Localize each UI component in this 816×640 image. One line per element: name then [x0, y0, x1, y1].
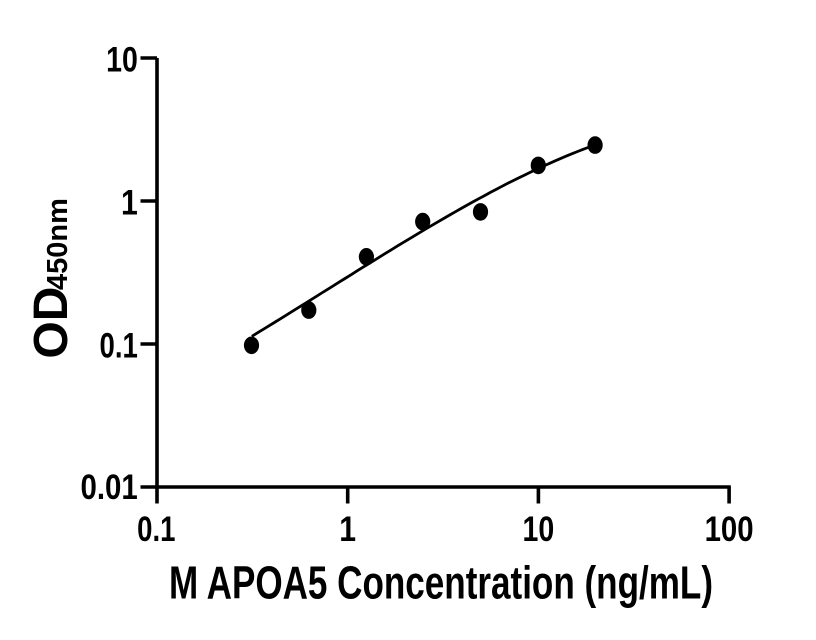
svg-text:M APOA5 Concentration (ng/mL): M APOA5 Concentration (ng/mL)	[169, 557, 713, 609]
svg-text:450nm: 450nm	[42, 198, 74, 290]
svg-text:1: 1	[121, 183, 138, 223]
svg-text:OD: OD	[25, 287, 78, 359]
svg-text:10: 10	[523, 509, 555, 549]
svg-text:10: 10	[106, 40, 138, 80]
svg-text:100: 100	[705, 509, 754, 549]
svg-text:0.1: 0.1	[100, 326, 138, 366]
svg-text:1: 1	[339, 509, 356, 549]
svg-text:0.1: 0.1	[137, 509, 175, 549]
svg-text:0.01: 0.01	[81, 467, 138, 507]
